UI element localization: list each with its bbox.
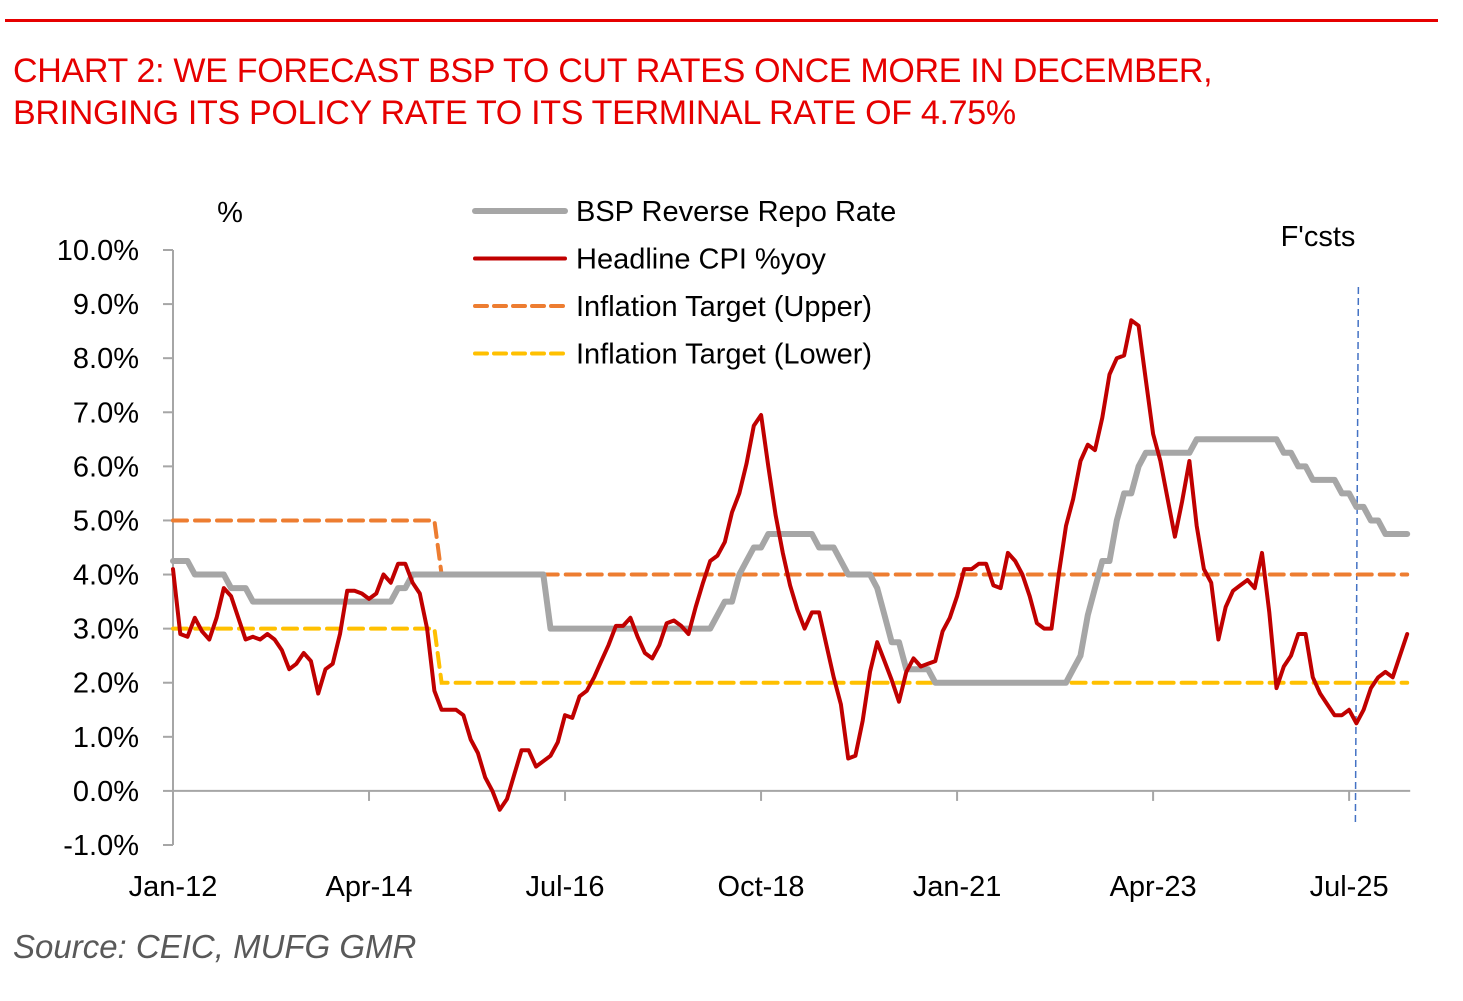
x-tick-label: Oct-18 xyxy=(718,871,805,903)
x-tick-label: Apr-14 xyxy=(325,871,412,903)
series-headline-cpi-yoy-line xyxy=(171,318,1410,812)
legend-label: BSP Reverse Repo Rate xyxy=(576,196,896,228)
series-inflation-target-lower-line xyxy=(171,626,1410,685)
chart-title: CHART 2: WE FORECAST BSP TO CUT RATES ON… xyxy=(13,50,1443,134)
y-tick-label: 2.0% xyxy=(73,668,139,700)
legend: BSP Reverse Repo Rate Headline CPI %yoy In… xyxy=(472,196,896,371)
legend-label: Inflation Target (Lower) xyxy=(576,339,872,371)
y-tick-label: 6.0% xyxy=(73,451,139,483)
axes: -1.0% 0.0% 1.0% 2.0% 3.0% 4.0% 5.0% 6.0% 7.0% 8.0… xyxy=(57,235,1411,903)
y-tick-label: 1.0% xyxy=(73,722,139,754)
y-tick-label: 0.0% xyxy=(73,776,139,808)
x-tick-label: Jan-21 xyxy=(913,871,1002,903)
x-tick-label: Jul-16 xyxy=(526,871,605,903)
y-tick-label: 9.0% xyxy=(73,289,139,321)
x-tick-label: Apr-23 xyxy=(1110,871,1197,903)
x-tick-label: Jul-25 xyxy=(1310,871,1389,903)
source-note: Source: CEIC, MUFG GMR xyxy=(13,928,417,965)
forecast-divider-line xyxy=(1354,286,1360,826)
y-axis-unit-label: % xyxy=(217,197,243,229)
x-tick-label: Jan-12 xyxy=(129,871,218,903)
y-tick-label: 7.0% xyxy=(73,397,139,429)
legend-label: Headline CPI %yoy xyxy=(576,244,826,276)
series-inflation-target-upper-line xyxy=(171,518,1410,577)
forecast-label: F'csts xyxy=(1281,221,1356,253)
top-rule xyxy=(5,19,1438,22)
chart-title-line-1: CHART 2: WE FORECAST BSP TO CUT RATES ON… xyxy=(13,52,1213,90)
y-tick-label: 4.0% xyxy=(73,560,139,592)
series-layer xyxy=(170,318,1411,812)
y-tick-label: 3.0% xyxy=(73,614,139,646)
series-bsp-reverse-repo-rate-line xyxy=(170,436,1411,686)
y-tick-label: 5.0% xyxy=(73,505,139,537)
legend-label: Inflation Target (Upper) xyxy=(576,291,872,323)
chart-title-line-2: BRINGING ITS POLICY RATE TO ITS TERMINAL… xyxy=(13,94,1016,132)
y-tick-label: -1.0% xyxy=(63,830,139,862)
y-tick-label: 10.0% xyxy=(57,235,139,267)
y-tick-label: 8.0% xyxy=(73,343,139,375)
